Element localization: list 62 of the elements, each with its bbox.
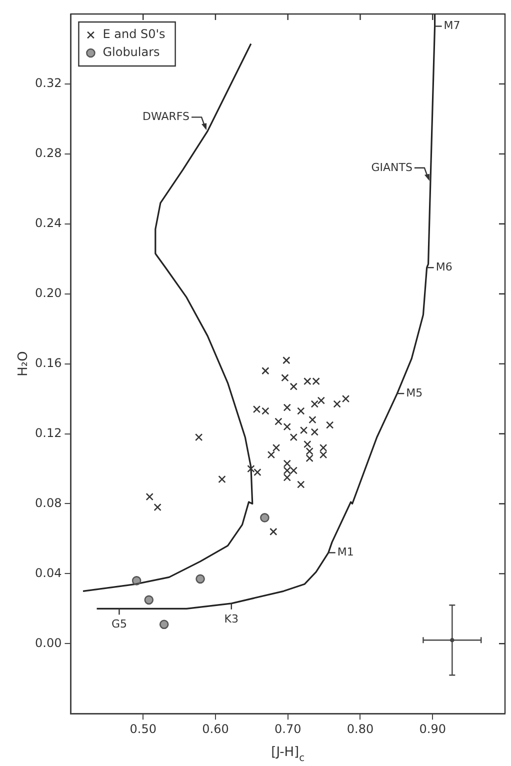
annotation: M5 [406,386,423,400]
point [342,394,350,403]
point [310,428,318,436]
x-tick-label: 0.60 [202,722,229,736]
y-tick-label: 0.04 [35,566,62,580]
annotation: M7 [444,19,460,32]
point [274,418,282,426]
y-tick-label: 0.28 [35,146,62,160]
x-tick-label: 0.80 [346,722,374,736]
point [297,480,305,488]
point [267,450,276,459]
point [326,421,334,429]
point [154,503,162,512]
point [159,620,169,630]
point [283,404,291,412]
point [310,400,318,408]
y-tick-label: 0.32 [35,76,62,90]
point [290,382,298,390]
legend-label: E and S0's [102,27,166,42]
point [281,374,289,382]
y-tick-label: 0.24 [35,216,62,230]
point [195,433,203,442]
y-tick-label: 0.12 [35,426,62,440]
x-tick-label: 0.50 [130,722,156,736]
point [272,444,280,452]
annotation: K3 [224,612,239,626]
point [300,426,308,434]
point [283,422,291,431]
point [297,407,305,415]
point [282,356,290,364]
point [247,464,255,473]
point [304,377,312,386]
point [218,475,226,484]
annotation: DWARFS [142,110,190,124]
point [308,416,316,424]
point [262,407,270,415]
point [312,377,320,386]
x-tick-label: 0.70 [274,722,302,736]
point [290,466,298,474]
annotation: G5 [111,618,127,631]
legend-label: Globulars [102,45,160,60]
point [262,366,270,375]
point [132,576,142,586]
point [290,433,298,442]
y-tick-label: 0.08 [35,496,62,510]
annotation: M1 [337,546,354,559]
x-tick-label: 0.90 [419,722,446,736]
point [252,405,261,414]
annotation: M6 [436,260,452,274]
point [196,574,205,584]
point [144,595,154,605]
y-tick-label: 0.16 [35,356,62,370]
point [333,400,341,408]
point [254,468,262,476]
point [317,396,325,404]
y-tick-label: 0.20 [35,286,62,300]
y-tick-label: 0.00 [35,636,62,650]
point [146,492,154,501]
point [260,513,270,522]
annotation: GIANTS [371,160,412,174]
y-axis-title: H₂O [16,351,31,376]
point [270,528,278,536]
